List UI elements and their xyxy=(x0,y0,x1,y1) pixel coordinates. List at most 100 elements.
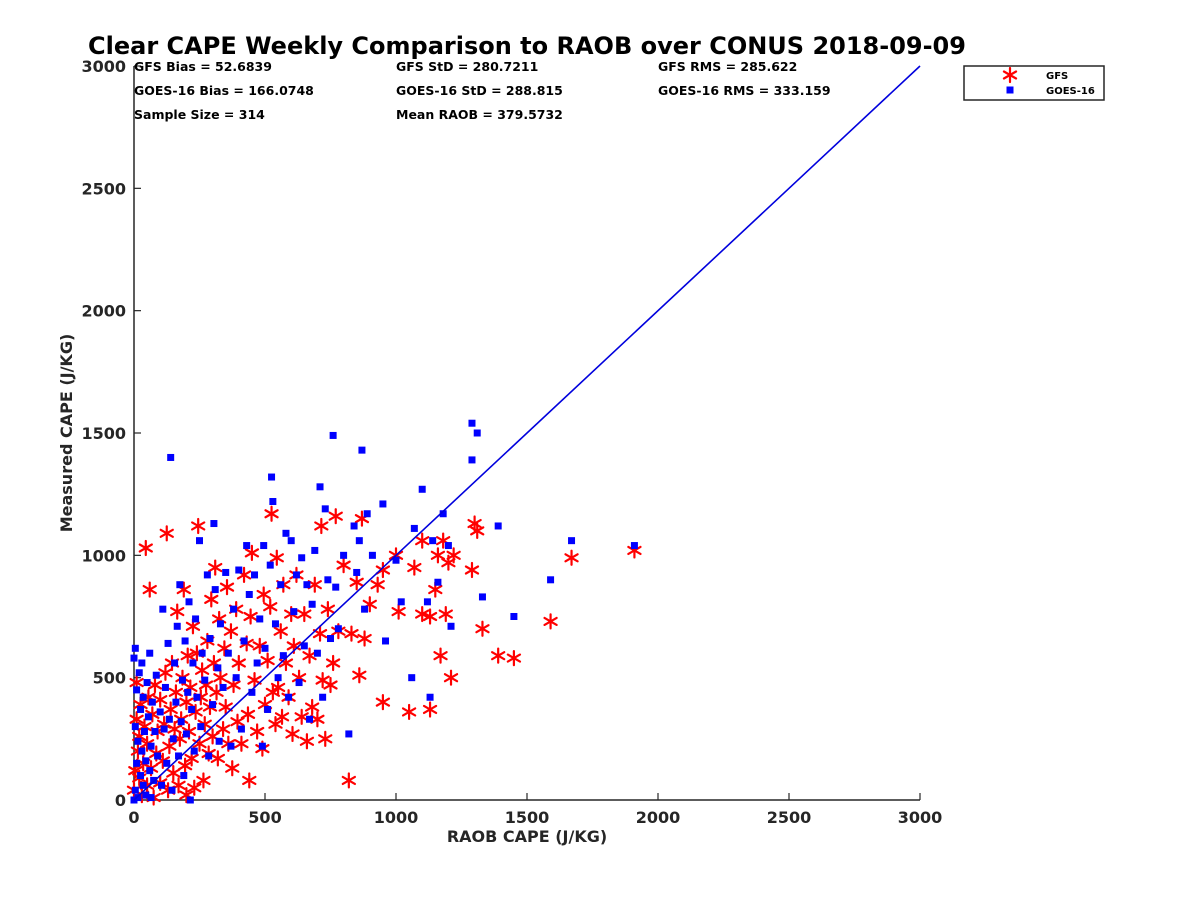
goes16-point xyxy=(165,715,173,723)
gfs-point xyxy=(341,772,357,789)
goes16-point xyxy=(156,708,164,716)
goes16-point xyxy=(134,737,142,745)
goes16-point xyxy=(138,659,146,667)
stat-goes16-rms: GOES-16 RMS = 333.159 xyxy=(658,83,831,98)
y-tick-label: 1000 xyxy=(81,546,126,565)
gfs-point xyxy=(299,733,315,750)
goes16-point xyxy=(429,537,437,545)
goes16-point xyxy=(368,551,376,559)
goes16-point xyxy=(353,568,361,576)
goes16-point xyxy=(468,456,476,464)
legend: GFS GOES-16 xyxy=(963,65,1105,101)
goes16-point xyxy=(418,485,426,493)
goes16-point xyxy=(206,635,214,643)
goes16-point xyxy=(130,654,138,662)
gfs-point xyxy=(162,738,177,755)
stat-mean-raob: Mean RAOB = 379.5732 xyxy=(396,107,563,122)
goes16-point xyxy=(256,615,264,623)
goes16-point xyxy=(397,598,405,606)
goes16-point xyxy=(269,498,277,506)
goes16-point xyxy=(201,676,209,684)
gfs-point xyxy=(147,676,163,694)
gfs-point xyxy=(166,764,181,782)
gfs-point xyxy=(153,691,168,708)
goes16-point xyxy=(173,622,181,630)
gfs-point xyxy=(225,760,240,777)
gfs-point xyxy=(349,574,364,591)
gfs-point xyxy=(265,684,281,701)
goes16-point xyxy=(144,713,152,721)
gfs-point xyxy=(433,647,448,664)
goes16-point xyxy=(146,767,154,775)
gfs-point xyxy=(464,561,480,579)
goes16-point xyxy=(133,759,141,767)
gfs-point xyxy=(269,549,284,566)
gfs-point xyxy=(370,576,385,593)
goes16-point xyxy=(478,593,486,601)
x-tick-label: 1000 xyxy=(374,808,419,827)
goes16-point xyxy=(237,725,245,733)
gfs-point xyxy=(312,625,328,642)
gfs-point xyxy=(208,559,223,576)
goes16-point xyxy=(181,637,189,645)
x-tick-label: 3000 xyxy=(898,808,943,827)
goes16-point xyxy=(152,671,160,679)
goes16-point xyxy=(148,698,156,706)
gfs-point xyxy=(475,620,490,637)
goes16-point xyxy=(137,772,145,780)
goes16-series xyxy=(130,419,638,804)
goes16-point xyxy=(300,642,308,650)
gfs-point xyxy=(231,654,246,672)
gfs-point xyxy=(352,667,367,684)
goes16-point xyxy=(327,635,334,643)
goes16-point xyxy=(363,510,371,518)
gfs-point xyxy=(240,706,256,723)
goes16-point xyxy=(316,483,324,491)
goes16-point xyxy=(410,524,418,532)
gfs-point xyxy=(191,517,206,535)
goes16-point xyxy=(137,705,145,713)
gfs-point xyxy=(204,591,219,608)
gfs-point xyxy=(264,505,279,522)
goes16-point xyxy=(140,727,148,735)
goes16-point xyxy=(329,431,337,439)
goes16-point xyxy=(319,693,327,701)
gfs-point xyxy=(196,772,211,789)
gfs-point xyxy=(159,525,174,542)
legend-gfs-label: GFS xyxy=(1046,71,1068,82)
goes16-point xyxy=(139,781,147,789)
gfs-point xyxy=(223,623,239,640)
x-tick-label: 500 xyxy=(248,808,281,827)
goes16-point xyxy=(182,730,190,738)
goes16-point xyxy=(248,688,256,696)
goes16-point xyxy=(439,510,447,518)
goes16-point xyxy=(197,723,205,731)
goes16-point xyxy=(266,561,274,569)
goes16-point xyxy=(274,674,282,682)
goes16-point xyxy=(142,791,150,799)
goes16-point xyxy=(473,429,481,437)
gfs-point xyxy=(302,647,317,664)
gfs-point xyxy=(310,711,325,728)
goes16-point xyxy=(192,615,200,623)
goes16-point xyxy=(151,727,159,735)
goes16-point xyxy=(332,583,340,591)
goes16-point xyxy=(361,605,369,613)
goes16-point xyxy=(150,776,158,784)
gfs-point xyxy=(315,672,330,689)
gfs-point xyxy=(138,539,153,557)
goes16-point xyxy=(222,568,230,576)
gfs-point xyxy=(415,532,430,549)
gfs-point xyxy=(247,672,262,689)
goes16-point xyxy=(340,551,348,559)
goes16-point xyxy=(494,522,502,530)
goes16-point xyxy=(186,796,194,804)
gfs-point xyxy=(219,579,235,596)
goes16-point xyxy=(279,652,287,660)
stat-gfs-rms: GFS RMS = 285.622 xyxy=(658,59,797,74)
one-to-one-reference-line xyxy=(133,65,921,801)
goes16-point xyxy=(232,674,240,682)
gfs-point xyxy=(210,750,226,767)
gfs-point xyxy=(443,669,459,686)
